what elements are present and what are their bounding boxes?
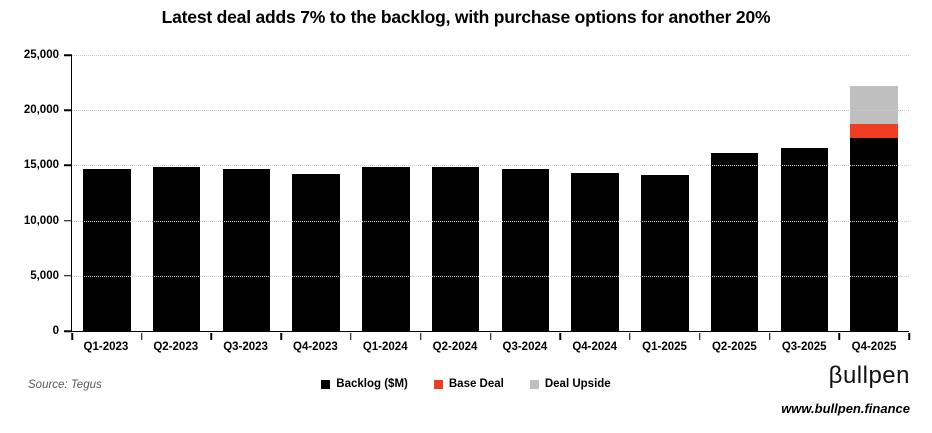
legend-item: Base Deal <box>433 378 504 390</box>
bar-segment-backlog-m <box>850 137 898 331</box>
bar-segment-base-deal <box>850 124 898 138</box>
y-axis-label: 15,000 <box>23 159 59 172</box>
bullpen-logo: βullpen <box>828 362 910 389</box>
x-axis-tick <box>140 333 143 340</box>
x-axis-tick <box>699 333 701 340</box>
x-axis-labels: Q1-2023 Q2-2023 Q3-2023 Q4-2023 Q1-2024 Q2-20… <box>71 341 909 353</box>
x-axis-label: Q3-2023 <box>223 341 268 353</box>
legend-item: Deal Upside <box>529 378 611 390</box>
bar-slot-q1-2023 <box>72 55 142 331</box>
x-axis-label: Q2-2023 <box>153 341 199 353</box>
plot-area <box>64 54 910 340</box>
legend-label: Deal Upside <box>544 378 611 390</box>
source-note: Source: Tegus <box>28 379 102 391</box>
y-axis-tick <box>64 164 72 167</box>
bar-slot-q4-2024 <box>560 55 630 331</box>
x-axis-label: Q1-2024 <box>362 341 408 353</box>
x-axis-label: Q3-2025 <box>781 341 827 353</box>
bar-segment-backlog-m <box>431 166 480 331</box>
stacked-bar <box>83 168 131 331</box>
stacked-bar <box>641 174 689 331</box>
stacked-bar <box>152 166 201 331</box>
x-axis-label: Q4-2023 <box>293 341 338 353</box>
chart-title: Latest deal adds 7% to the backlog, with… <box>161 7 771 27</box>
x-axis-label: Q3-2024 <box>502 341 548 353</box>
y-axis-label: 0 <box>52 325 59 337</box>
stacked-bar <box>431 166 480 331</box>
y-axis-label: 20,000 <box>23 104 59 117</box>
legend-label: Backlog ($M) <box>336 378 408 390</box>
bar-slot-q3-2025 <box>770 55 840 331</box>
bar-segment-backlog-m <box>710 153 759 331</box>
gridline <box>72 55 909 56</box>
bar-segment-backlog-m <box>780 148 829 331</box>
stacked-bar <box>362 166 410 331</box>
bar-slot-q1-2025 <box>630 55 700 331</box>
gridline <box>72 220 909 222</box>
bar-segment-backlog-m <box>571 172 619 331</box>
bar-slot-q2-2024 <box>421 55 491 331</box>
y-axis-label: 5,000 <box>30 269 59 282</box>
x-axis-tick <box>280 333 282 340</box>
y-axis-label: 25,000 <box>23 49 59 61</box>
x-axis-tick <box>629 333 631 340</box>
website-url: www.bullpen.finance <box>781 401 910 416</box>
legend-label: Base Deal <box>448 378 504 390</box>
bar-slot-q4-2023 <box>281 55 351 331</box>
x-axis-tick <box>559 333 561 340</box>
stacked-bar <box>850 85 898 331</box>
legend: Backlog ($M) Base Deal Deal Upside <box>0 378 932 390</box>
y-axis-tick <box>64 54 72 56</box>
y-axis-tick <box>64 275 72 277</box>
stacked-bar <box>780 148 829 331</box>
x-axis-label: Q1-2023 <box>83 341 129 353</box>
stacked-bar <box>571 172 619 331</box>
bar-segment-backlog-m <box>501 169 550 331</box>
stacked-bar <box>501 169 550 331</box>
y-axis-tick <box>64 109 72 111</box>
bars-layer <box>72 55 909 331</box>
stacked-bar <box>292 174 340 331</box>
x-axis-label: Q4-2025 <box>851 341 897 353</box>
gridline <box>72 165 909 167</box>
x-axis-tick <box>210 333 213 340</box>
bar-slot-q3-2023 <box>212 55 282 331</box>
bar-segment-backlog-m <box>362 166 410 331</box>
bar-segment-backlog-m <box>292 174 340 331</box>
gridline <box>72 110 909 112</box>
legend-swatch <box>433 379 443 389</box>
bar-slot-q1-2024 <box>351 55 421 331</box>
y-axis-tick <box>64 219 72 222</box>
x-axis-tick <box>489 333 492 340</box>
y-axis-labels: 0 5,000 10,000 15,000 20,000 25,000 <box>0 49 59 337</box>
bar-segment-backlog-m <box>83 168 131 331</box>
x-axis-tick <box>71 333 73 340</box>
x-axis-label: Q1-2025 <box>642 341 687 353</box>
bar-slot-q3-2024 <box>491 55 561 331</box>
x-axis-tick <box>908 333 910 340</box>
stacked-bar <box>222 169 271 331</box>
bar-segment-backlog-m <box>152 166 201 331</box>
bar-slot-q4-2025 <box>839 55 909 331</box>
y-axis-tick <box>64 330 72 332</box>
x-axis-tick <box>838 333 840 340</box>
x-axis-label: Q2-2024 <box>432 341 478 353</box>
bar-segment-deal-upside <box>850 85 898 125</box>
x-axis-tick <box>420 333 422 340</box>
gridline <box>72 275 909 277</box>
bar-slot-q2-2023 <box>142 55 212 331</box>
y-axis-label: 10,000 <box>23 214 59 227</box>
bar-slot-q2-2025 <box>700 55 770 331</box>
stacked-bar <box>710 153 759 331</box>
legend-swatch <box>529 379 539 389</box>
x-axis-label: Q2-2025 <box>711 341 757 353</box>
x-axis-tick <box>768 333 771 340</box>
x-axis-label: Q4-2024 <box>572 341 618 353</box>
bar-segment-backlog-m <box>222 169 271 331</box>
bar-segment-backlog-m <box>641 174 689 331</box>
legend-swatch <box>321 379 331 389</box>
legend-item: Backlog ($M) <box>321 378 408 390</box>
x-axis-tick <box>350 333 352 340</box>
